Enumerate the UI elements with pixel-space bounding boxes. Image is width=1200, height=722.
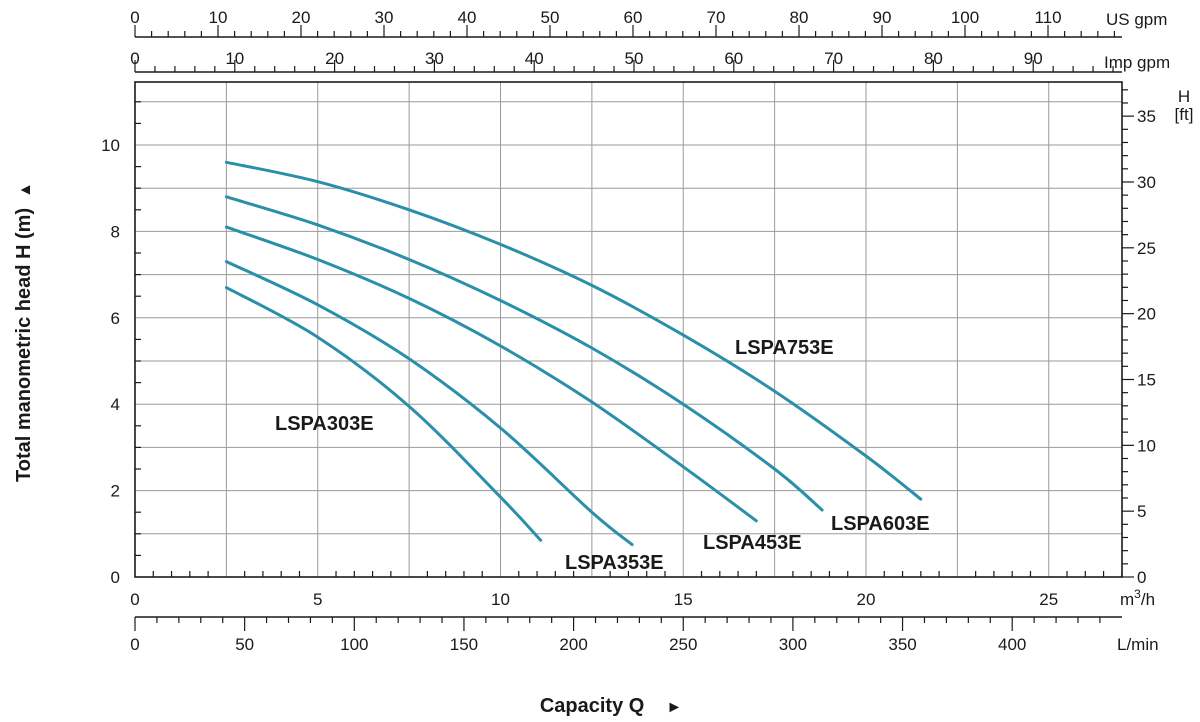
x-tick-label: 5 bbox=[313, 590, 322, 609]
lmin-axis-unit: L/min bbox=[1117, 635, 1159, 654]
imp-gpm-tick-label: 50 bbox=[625, 49, 644, 68]
imp-gpm-tick-label: 70 bbox=[824, 49, 843, 68]
us-gpm-tick-label: 60 bbox=[624, 8, 643, 27]
x-tick-label: 25 bbox=[1039, 590, 1058, 609]
y-axis-title: Total manometric head H (m)▲ bbox=[13, 182, 35, 482]
us-gpm-tick-label: 70 bbox=[707, 8, 726, 27]
x-axis-title: Capacity Q ► bbox=[540, 695, 682, 717]
curve-label-lspa603e: LSPA603E bbox=[831, 513, 930, 535]
curve-lspa453e bbox=[224, 225, 758, 523]
curve-label-lspa303e: LSPA303E bbox=[275, 413, 374, 435]
ft-tick-label: 35 bbox=[1137, 107, 1156, 126]
us-gpm-tick-label: 30 bbox=[375, 8, 394, 27]
curve-label-lspa753e: LSPA753E bbox=[735, 337, 834, 359]
us-gpm-tick-label: 20 bbox=[292, 8, 311, 27]
ft-tick-label: 10 bbox=[1137, 436, 1156, 455]
imp-gpm-tick-label: 90 bbox=[1024, 49, 1043, 68]
us-gpm-tick-label: 110 bbox=[1034, 8, 1061, 27]
lmin-tick-label: 50 bbox=[235, 635, 254, 654]
imp-gpm-tick-label: 30 bbox=[425, 49, 444, 68]
ft-axis-unit-line2: [ft] bbox=[1175, 105, 1194, 124]
lmin-tick-label: 250 bbox=[669, 635, 697, 654]
lmin-tick-label: 0 bbox=[130, 635, 139, 654]
performance-curves bbox=[224, 160, 923, 547]
imp-gpm-tick-label: 20 bbox=[325, 49, 344, 68]
imp-gpm-tick-label: 60 bbox=[724, 49, 743, 68]
us-gpm-tick-label: 0 bbox=[130, 8, 139, 27]
x-tick-label: 20 bbox=[857, 590, 876, 609]
x-tick-label: 10 bbox=[491, 590, 510, 609]
curve-lspa753e bbox=[224, 160, 923, 501]
lmin-tick-label: 150 bbox=[450, 635, 478, 654]
ft-tick-label: 0 bbox=[1137, 568, 1146, 587]
ft-tick-label: 25 bbox=[1137, 239, 1156, 258]
ft-tick-label: 5 bbox=[1137, 502, 1146, 521]
ft-axis-unit-line1: H bbox=[1178, 87, 1190, 106]
us-gpm-tick-label: 90 bbox=[873, 8, 892, 27]
y-tick-label: 2 bbox=[111, 482, 120, 501]
x-axis-unit: m3/h bbox=[1120, 587, 1155, 609]
curve-label-lspa353e: LSPA353E bbox=[565, 552, 664, 574]
x-axis-arrow: ► bbox=[666, 699, 682, 716]
x-tick-label: 15 bbox=[674, 590, 693, 609]
us-gpm-tick-label: 10 bbox=[209, 8, 228, 27]
us-gpm-tick-label: 50 bbox=[541, 8, 560, 27]
plot-frame bbox=[134, 81, 1123, 578]
axes bbox=[134, 25, 1134, 631]
y-axis-arrow: ▲ bbox=[17, 182, 34, 198]
lmin-tick-label: 300 bbox=[779, 635, 807, 654]
imp-gpm-tick-label: 80 bbox=[924, 49, 943, 68]
y-tick-label: 0 bbox=[111, 568, 120, 587]
curve-lspa603e bbox=[224, 195, 824, 512]
curve-lspa303e bbox=[224, 286, 543, 542]
grid bbox=[135, 82, 1122, 577]
lmin-tick-label: 400 bbox=[998, 635, 1026, 654]
ft-tick-label: 20 bbox=[1137, 305, 1156, 324]
imp-gpm-tick-label: 0 bbox=[130, 49, 139, 68]
lmin-tick-label: 350 bbox=[888, 635, 916, 654]
us-gpm-tick-label: 100 bbox=[951, 8, 979, 27]
imp-gpm-axis-unit: Imp gpm bbox=[1104, 53, 1170, 72]
ft-tick-label: 30 bbox=[1137, 173, 1156, 192]
ft-tick-label: 15 bbox=[1137, 370, 1156, 389]
y-tick-label: 10 bbox=[101, 136, 120, 155]
y-tick-label: 8 bbox=[111, 222, 120, 241]
lmin-tick-label: 100 bbox=[340, 635, 368, 654]
y-tick-label: 4 bbox=[111, 395, 120, 414]
curve-label-lspa453e: LSPA453E bbox=[703, 532, 802, 554]
curve-lspa353e bbox=[224, 260, 634, 547]
x-tick-label: 0 bbox=[130, 590, 139, 609]
y-tick-label: 6 bbox=[111, 309, 120, 328]
us-gpm-axis-unit: US gpm bbox=[1106, 10, 1167, 29]
imp-gpm-tick-label: 40 bbox=[525, 49, 544, 68]
us-gpm-tick-label: 80 bbox=[790, 8, 809, 27]
lmin-tick-label: 200 bbox=[559, 635, 587, 654]
imp-gpm-tick-label: 10 bbox=[225, 49, 244, 68]
us-gpm-tick-label: 40 bbox=[458, 8, 477, 27]
